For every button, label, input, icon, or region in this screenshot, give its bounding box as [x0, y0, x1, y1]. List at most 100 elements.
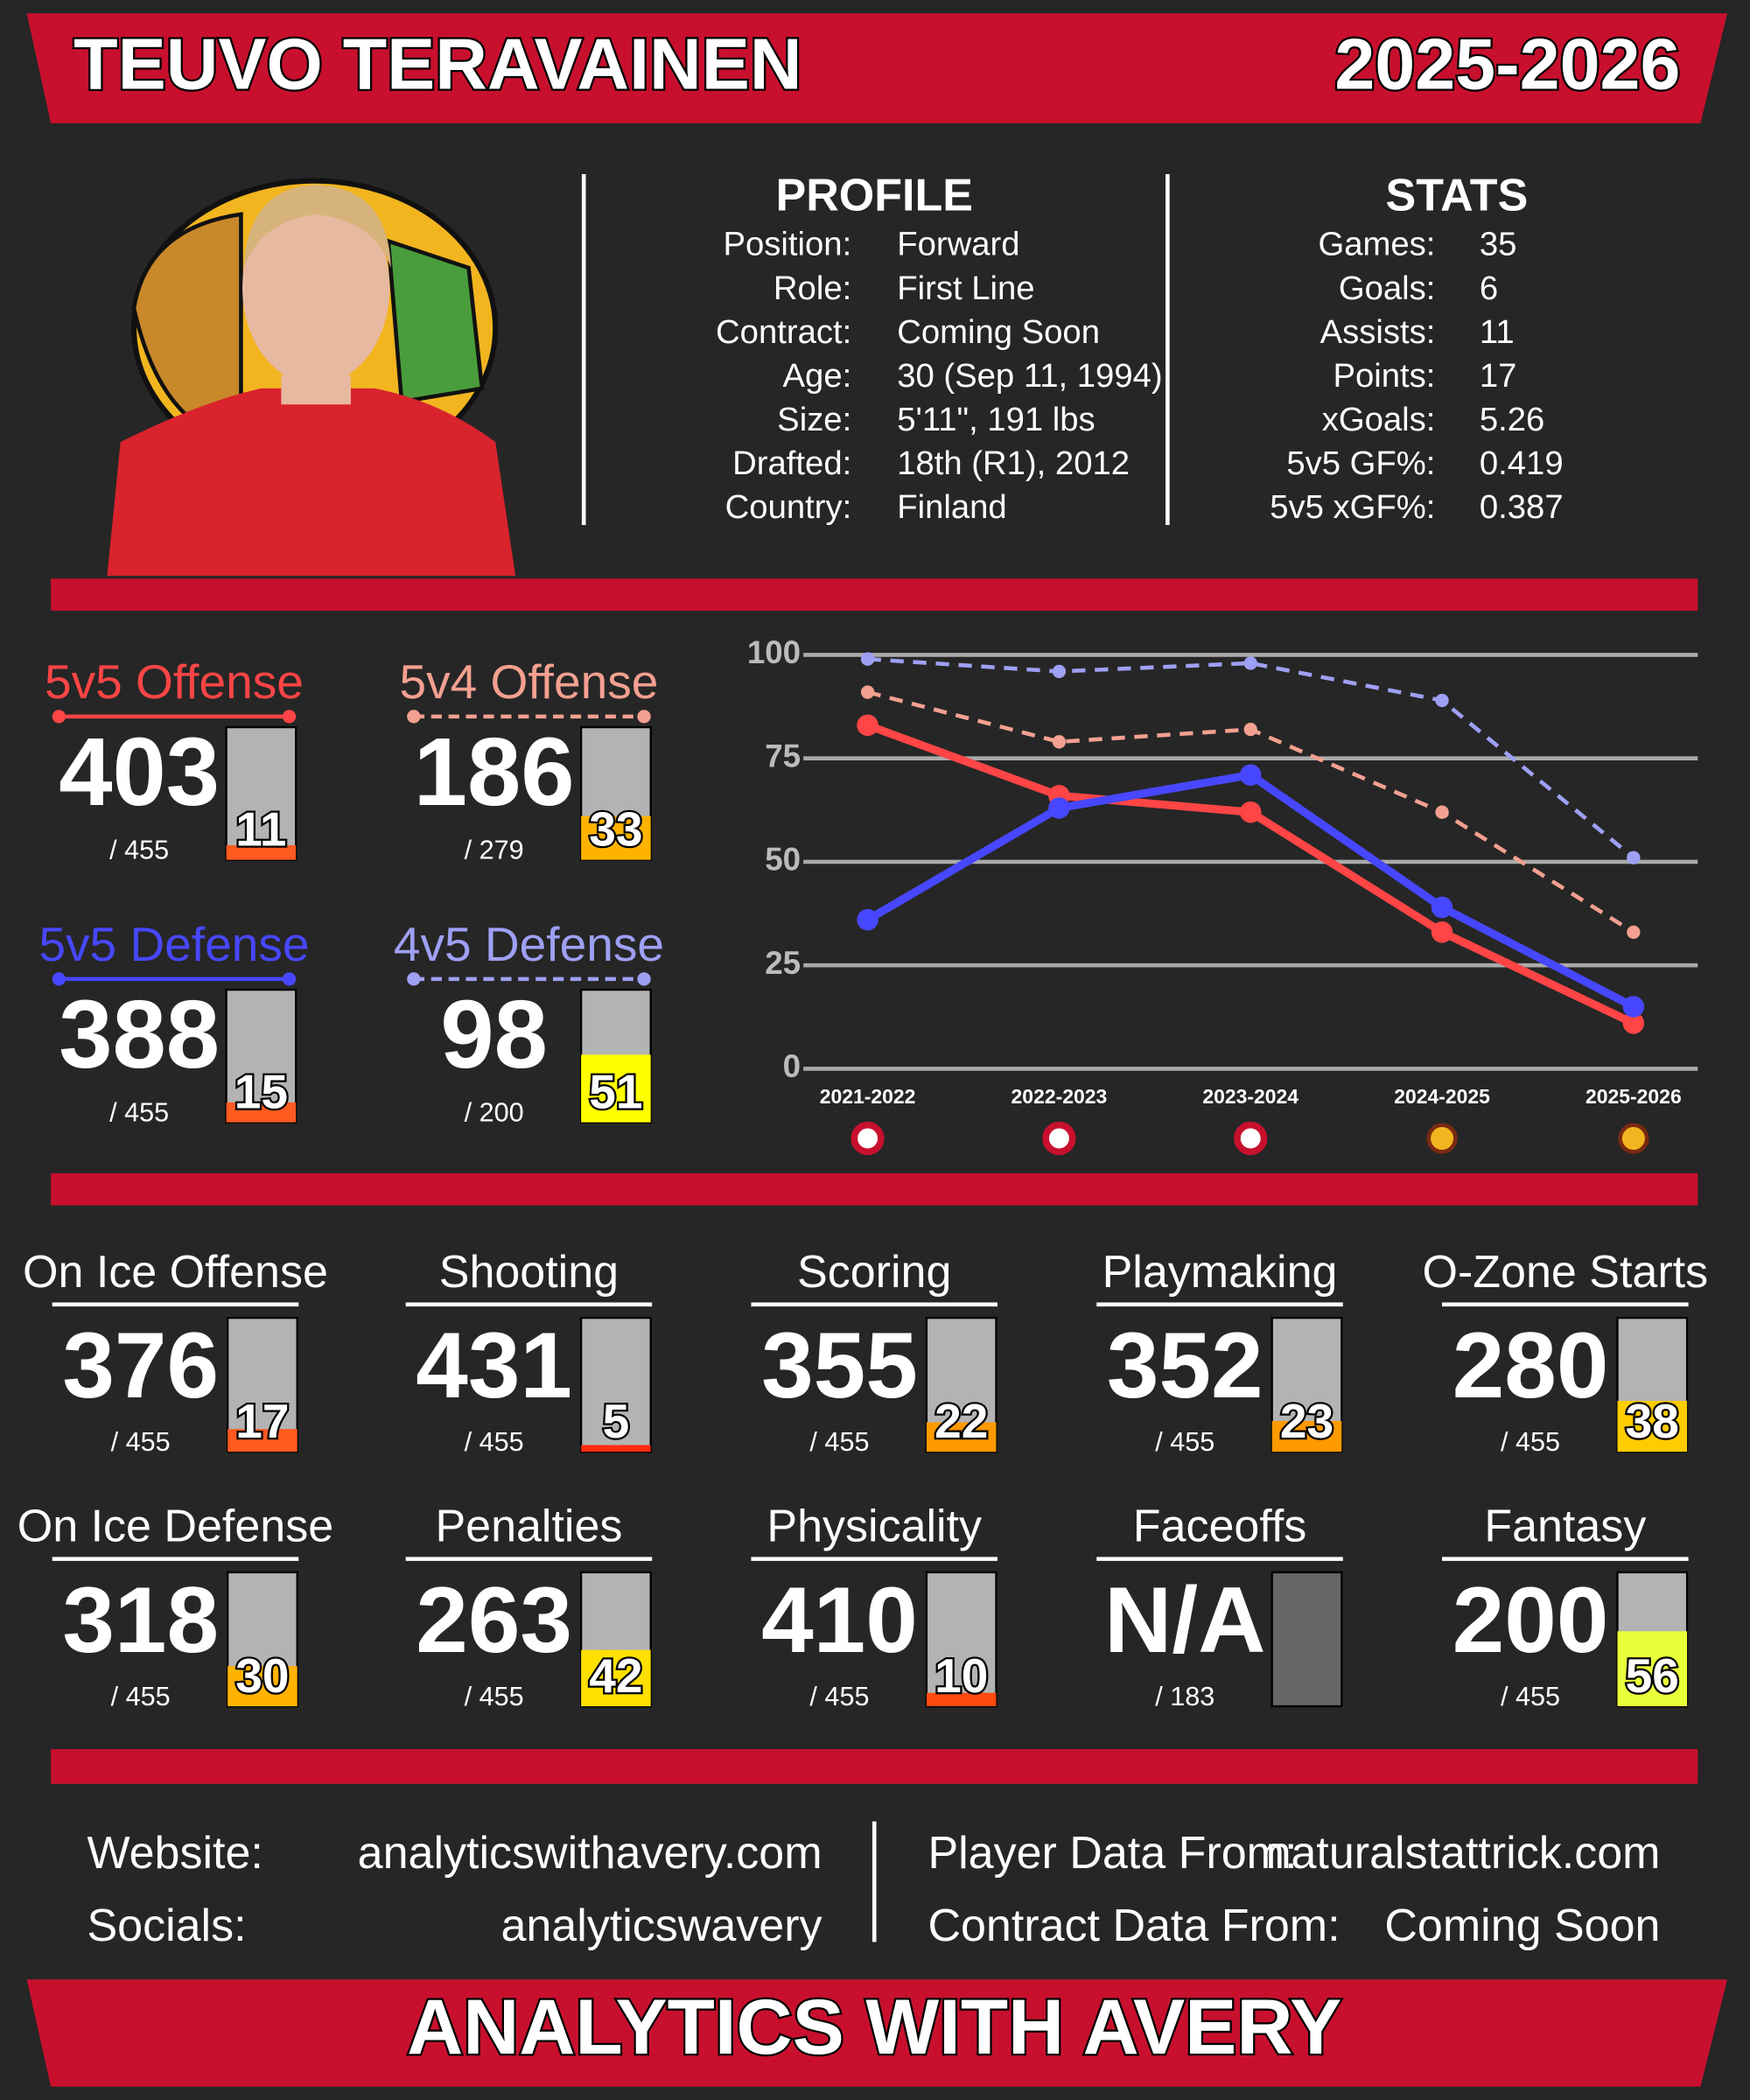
metric-label: On Ice Offense — [23, 1247, 328, 1298]
percentile-bar-fill — [581, 1445, 651, 1452]
x-tick-label: 2022-2023 — [1012, 1085, 1108, 1108]
rank-total: / 455 — [1501, 1427, 1560, 1457]
logo-feather — [386, 238, 485, 404]
jersey — [107, 388, 516, 577]
header-band — [26, 13, 1727, 123]
series-point — [857, 714, 878, 737]
series-point — [1239, 764, 1262, 786]
percentile-label: 38 — [1626, 1394, 1679, 1448]
metric-label: Shooting — [439, 1247, 619, 1298]
row-value: 18th (R1), 2012 — [897, 444, 1130, 482]
rank-total: / 455 — [809, 1427, 869, 1457]
row-label: 5v5 GF%: — [1286, 444, 1435, 482]
percentile-bar-fill — [226, 1102, 297, 1123]
percentile-bar-fill — [1617, 1631, 1688, 1706]
rank-total: / 200 — [465, 1098, 524, 1128]
footer-label: Socials: — [87, 1900, 246, 1951]
player-photo — [107, 178, 516, 577]
row-label: Goals: — [1339, 270, 1436, 307]
percentile-bar-bg — [579, 1316, 652, 1453]
rank: 263 — [416, 1567, 572, 1672]
row-label: Age: — [783, 357, 852, 395]
row-value: 0.387 — [1480, 488, 1564, 526]
legend-dot — [282, 972, 297, 986]
row-value: 5'11", 191 lbs — [897, 401, 1095, 438]
rank-total: / 455 — [465, 1427, 524, 1457]
separator — [51, 1172, 1698, 1206]
percentile-label: 11 — [235, 802, 286, 857]
legend-dot — [407, 972, 421, 986]
percentile-label: 15 — [234, 1065, 288, 1119]
series-point — [1622, 996, 1645, 1018]
legend-label: 5v4 Offense — [399, 654, 658, 709]
row-value: First Line — [897, 270, 1034, 307]
percentile-bar-fill — [228, 1666, 298, 1706]
row-value: 0.419 — [1480, 444, 1564, 482]
percentile-bar-empty — [1270, 1571, 1343, 1708]
team-logo — [850, 1121, 885, 1156]
percentile-bar-fill — [926, 1692, 997, 1706]
row-label: xGoals: — [1322, 401, 1436, 438]
rank: 280 — [1452, 1312, 1609, 1418]
legend-dot — [637, 972, 651, 986]
rank: 388 — [59, 981, 220, 1088]
neck — [281, 374, 351, 405]
row-label: Assists: — [1320, 313, 1436, 351]
footer-band — [26, 1979, 1727, 2087]
brand: ANALYTICS WITH AVERY — [407, 1984, 1341, 2070]
series-point — [1243, 722, 1257, 737]
legend-label: 5v5 Offense — [45, 654, 304, 709]
metric-label: Faceoffs — [1133, 1502, 1307, 1552]
legend-dot — [52, 710, 66, 724]
rank-total: / 455 — [109, 836, 169, 865]
rank-total: / 455 — [1155, 1427, 1214, 1457]
percentile-label: 23 — [1280, 1394, 1334, 1448]
percentile-label: 22 — [934, 1394, 988, 1448]
series-point — [1431, 896, 1453, 919]
row-label: Drafted: — [732, 444, 851, 482]
row-value: 5.26 — [1480, 401, 1544, 438]
legend-dot — [637, 710, 651, 724]
metric-label: O-Zone Starts — [1423, 1247, 1709, 1298]
row-label: Position: — [724, 226, 852, 263]
percentile-bar-fill — [1271, 1420, 1342, 1452]
rank: 200 — [1452, 1567, 1609, 1672]
row-label: Role: — [774, 270, 851, 307]
footer-value: analyticswithavery.com — [358, 1828, 822, 1879]
series-point — [1622, 1012, 1645, 1034]
percentile-bar-fill — [1617, 1401, 1688, 1452]
series-point — [1048, 797, 1070, 819]
rank-total: / 183 — [1155, 1682, 1214, 1712]
rank-total: / 455 — [111, 1682, 171, 1712]
percentile-label: 33 — [589, 802, 642, 857]
team-logo — [1618, 1123, 1649, 1154]
percentile-label: 10 — [934, 1648, 988, 1703]
footer-label: Player Data From: — [928, 1828, 1297, 1879]
y-tick-label: 0 — [783, 1048, 801, 1084]
rank: 355 — [761, 1312, 918, 1418]
rank-total: / 455 — [465, 1682, 524, 1712]
footer-value: Coming Soon — [1384, 1900, 1660, 1951]
row-value: Coming Soon — [897, 313, 1100, 351]
series-point — [1431, 921, 1453, 943]
metric-label: Scoring — [797, 1247, 951, 1298]
series-point — [1627, 925, 1641, 940]
metric-label: Penalties — [435, 1502, 622, 1552]
section-title: PROFILE — [776, 170, 973, 220]
footer-value: analyticswavery — [500, 1900, 822, 1951]
percentile-label: 17 — [235, 1394, 289, 1448]
percentile-bar-bg — [225, 988, 298, 1124]
season: 2025-2026 — [1334, 23, 1680, 104]
team-logo — [1426, 1123, 1458, 1154]
percentile-bar-fill — [926, 1422, 997, 1452]
series-point — [1239, 801, 1262, 823]
series-line — [867, 656, 1635, 859]
team-logos — [850, 1121, 1649, 1156]
series-point — [1435, 693, 1449, 708]
footer-label: Contract Data From: — [928, 1900, 1340, 1951]
player-name: TEUVO TERAVAINEN — [74, 23, 802, 104]
percentile-bar-bg — [225, 725, 298, 861]
percentile-label: 5 — [603, 1394, 630, 1448]
head — [242, 191, 390, 385]
percentile-bar-fill — [581, 816, 651, 860]
